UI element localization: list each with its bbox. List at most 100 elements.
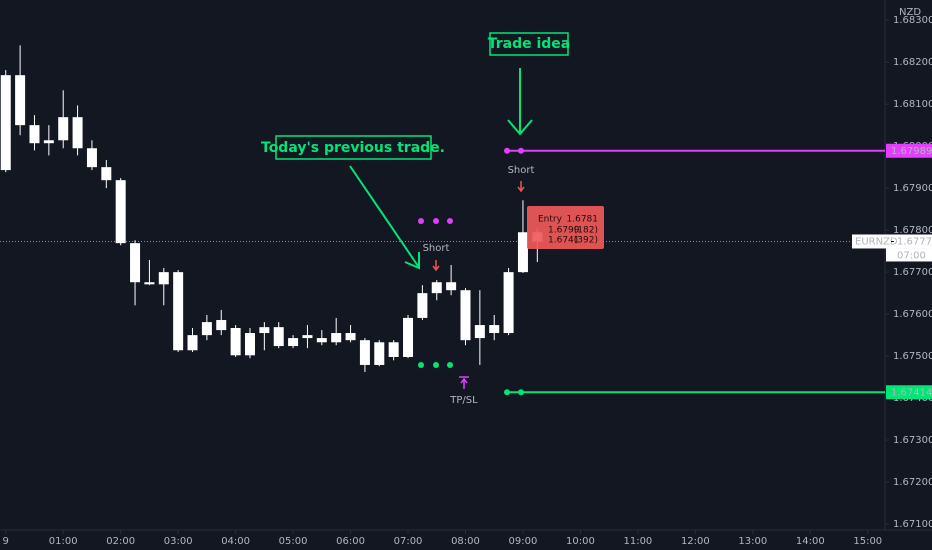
candle-body bbox=[187, 335, 198, 351]
candle-body bbox=[374, 342, 385, 365]
x-tick-label: 08:00 bbox=[451, 536, 480, 547]
y-tick-label: 1.68200 bbox=[893, 57, 932, 68]
candle-body bbox=[359, 340, 370, 365]
dot bbox=[433, 218, 439, 224]
candle-body bbox=[288, 338, 299, 347]
annotation-box bbox=[489, 32, 569, 56]
plot bbox=[0, 45, 885, 373]
signal-label: TP/SL bbox=[449, 395, 478, 406]
candle-body bbox=[388, 342, 399, 357]
countdown-label: 07:00 bbox=[897, 250, 926, 261]
candle-body bbox=[503, 272, 514, 334]
annotation-arrow bbox=[349, 165, 420, 270]
candle-body bbox=[58, 117, 69, 141]
dot bbox=[433, 362, 439, 368]
candle-body bbox=[345, 333, 356, 341]
x-tick-label: 12:00 bbox=[681, 536, 710, 547]
x-tick-label: 03:00 bbox=[164, 536, 193, 547]
y-tick-label: 1.67100 bbox=[893, 519, 932, 530]
level-price-label: 1.67989 bbox=[891, 146, 932, 157]
level-anchor bbox=[504, 389, 510, 396]
short-arrow bbox=[432, 260, 440, 272]
candle-body bbox=[474, 325, 485, 339]
trade-label: Entry bbox=[538, 215, 563, 225]
candle-body bbox=[43, 140, 54, 144]
dot bbox=[418, 362, 424, 368]
candle-body bbox=[316, 338, 327, 343]
candle-body bbox=[403, 317, 414, 357]
trade-value: 1.6741 bbox=[548, 236, 580, 246]
x-tick-label: 13:00 bbox=[738, 536, 767, 547]
y-tick-label: 1.68300 bbox=[893, 15, 932, 26]
x-tick-label: 07:00 bbox=[394, 536, 423, 547]
y-tick-label: 1.67800 bbox=[893, 225, 932, 236]
countdown-box bbox=[886, 248, 932, 262]
level-anchor bbox=[518, 147, 524, 154]
y-tick-label: 1.67300 bbox=[893, 435, 932, 446]
candle-body bbox=[115, 180, 126, 244]
candle-body bbox=[86, 148, 97, 168]
tp-sl-icon bbox=[459, 376, 469, 389]
y-tick-label: 1.67900 bbox=[893, 183, 932, 194]
level-price-label: 1.67414 bbox=[891, 387, 932, 398]
y-tick-label: 1.68100 bbox=[893, 99, 932, 110]
trade-value: (392) bbox=[574, 236, 598, 246]
x-tick-label: 09:00 bbox=[509, 536, 538, 547]
trade-value: 1.6781 bbox=[567, 215, 599, 225]
last-price-label: 1.67773 bbox=[897, 236, 932, 247]
candle-body bbox=[431, 282, 442, 294]
y-tick-label: 1.67600 bbox=[893, 309, 932, 320]
x-tick-label: 10:00 bbox=[566, 536, 595, 547]
y-tick-label: 1.67500 bbox=[893, 351, 932, 362]
candle-body bbox=[15, 75, 26, 126]
annotation-text: Today's previous trade. bbox=[261, 140, 445, 156]
trade-box bbox=[527, 206, 604, 249]
candle-body bbox=[273, 327, 284, 347]
x-tick-label: 01:00 bbox=[49, 536, 78, 547]
x-tick-label: 9 bbox=[3, 536, 9, 547]
candle-body bbox=[331, 333, 342, 343]
symbol-label: EURNZD bbox=[855, 236, 898, 247]
candle-body bbox=[101, 167, 112, 181]
x-tick-label: 05:00 bbox=[279, 536, 308, 547]
candle-body bbox=[259, 327, 270, 334]
candle-body bbox=[517, 232, 528, 273]
currency-label: NZD bbox=[899, 7, 921, 18]
y-tick-label: 1.67200 bbox=[893, 477, 932, 488]
level-price-box bbox=[886, 143, 932, 158]
level-anchor bbox=[518, 389, 524, 396]
candle-body bbox=[230, 327, 241, 356]
candle-body bbox=[446, 282, 457, 291]
dot bbox=[447, 218, 453, 224]
x-tick-label: 11:00 bbox=[623, 536, 652, 547]
candle-body bbox=[158, 272, 169, 285]
candle-body bbox=[0, 75, 11, 171]
short-arrow bbox=[517, 181, 525, 193]
annotation-arrow bbox=[507, 68, 533, 136]
candle-body bbox=[130, 243, 141, 283]
candle-body bbox=[216, 320, 227, 331]
x-tick-label: 02:00 bbox=[106, 536, 135, 547]
candle-body bbox=[417, 293, 428, 318]
candle-body bbox=[72, 117, 83, 149]
signal-label: Short bbox=[508, 165, 535, 176]
x-tick-label: 15:00 bbox=[853, 536, 882, 547]
x-tick-label: 04:00 bbox=[221, 536, 250, 547]
trade-value: (182) bbox=[574, 226, 598, 236]
level-anchor bbox=[504, 147, 510, 154]
x-tick-label: 14:00 bbox=[796, 536, 825, 547]
candle-body bbox=[460, 290, 471, 341]
level-price-box bbox=[886, 385, 932, 400]
signal-label: Short bbox=[423, 243, 450, 254]
candle-body bbox=[489, 325, 500, 334]
annotation-text: Trade idea bbox=[488, 36, 571, 52]
trade-value: 1.6799 bbox=[548, 226, 580, 236]
annotation-box bbox=[275, 135, 432, 160]
dot bbox=[447, 362, 453, 368]
candle-body bbox=[29, 125, 40, 144]
x-tick-label: 06:00 bbox=[336, 536, 365, 547]
dot bbox=[418, 218, 424, 224]
